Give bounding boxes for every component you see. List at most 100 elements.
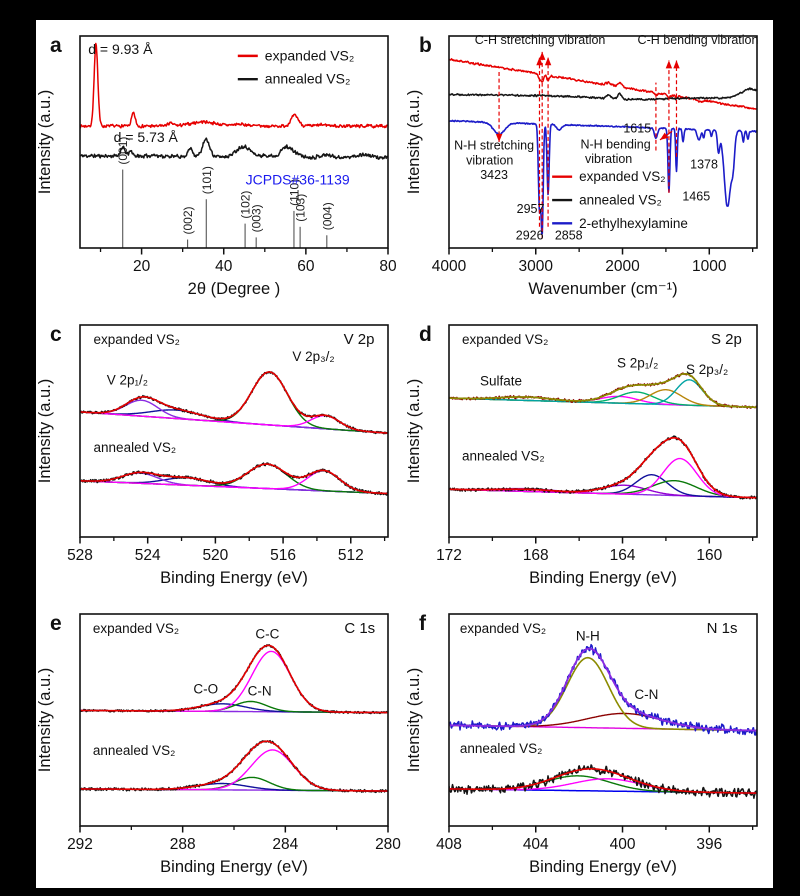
x-tick-label: 2000: [605, 258, 640, 275]
series-envelope-annealed: [80, 463, 388, 495]
annotation-text: d = 5.73 Å: [114, 129, 179, 145]
plot-frame: [79, 613, 389, 827]
stick-label: (003): [250, 204, 264, 232]
xps-s2p-chart-canvas: d 172 168 164 160 Binding Energy (eV) Intensit…: [405, 323, 758, 587]
reference-sticks: (001) (002) (101) (102)(003) (110)(103) (004): [116, 137, 334, 248]
x-tick-label: 288: [170, 836, 196, 853]
x-axis-label: Binding Energy (eV): [160, 858, 308, 876]
series-envelope-annealed: [449, 436, 757, 499]
annotation-text: 3423: [480, 168, 508, 182]
y-axis-label: Intensity (a.u.): [36, 379, 54, 484]
arrow-head: [495, 134, 503, 142]
arrow-head: [665, 60, 673, 69]
annotation-text: vibration: [466, 153, 513, 167]
x-tick-label: 3000: [519, 258, 554, 275]
series-group: [80, 644, 388, 794]
plot-frame: [448, 324, 758, 538]
annotation-text: expanded VS₂: [462, 332, 548, 347]
x-tick-label: 160: [696, 547, 722, 564]
annotation-text: C-O: [193, 682, 218, 697]
series-expanded-VS2-xrd: [80, 42, 388, 129]
panel-e-xps-c1s: e 292 288 284 280 Binding Energy (eV) Intensit…: [36, 598, 404, 887]
series-envelope-expanded: [80, 371, 388, 434]
panel-f-xps-n1s: f 408 404 400 396 Binding Energy (eV) Intensit…: [405, 598, 773, 887]
annotation-text: C-N: [248, 684, 272, 699]
x-axis-ticks: 528 524 520 516 512: [67, 537, 386, 564]
series-fit-V2p32-annealed: [80, 463, 388, 495]
y-axis-label: Intensity (a.u.): [36, 668, 54, 773]
annotation-text: annealed VS₂: [579, 193, 662, 208]
x-tick-label: 512: [338, 547, 364, 564]
x-axis-ticks: 20 40 60 80: [99, 248, 397, 275]
panel-b-ftir: b 4000 3000 2000 1000 Wavenumber (cm⁻¹) Intens…: [405, 20, 773, 309]
xps-c1s-chart-canvas: e 292 288 284 280 Binding Energy (eV) Intensit…: [36, 612, 401, 876]
annotation-text: 1465: [682, 189, 710, 203]
figure-paper: a (001) (002) (101) (102) (003) (110) (103) (004…: [36, 20, 773, 888]
plot-frame: [448, 613, 758, 827]
panel-letter: f: [419, 612, 427, 635]
annotation-text: S 2p₁/₂: [617, 355, 658, 370]
annotation-text: annealed VS₂: [265, 71, 351, 87]
x-tick-label: 516: [270, 547, 296, 564]
annotation-text: expanded VS₂: [579, 169, 665, 184]
annotation-text: JCPDS#36-1139: [246, 171, 350, 187]
panel-letter: a: [50, 34, 62, 57]
panel-c-xps-v2p: c 528 524 520 516 512 Binding Energy (eV) Inten…: [36, 309, 404, 598]
annotation-text: 2-ethylhexylamine: [579, 216, 688, 231]
xrd-chart-canvas: a (001) (002) (101) (102)(003) (110)(103) (004…: [36, 34, 397, 298]
panel-letter: d: [419, 323, 432, 346]
annotation-text: annealed VS₂: [93, 743, 176, 758]
annotation-text: C-N: [634, 687, 658, 702]
annotation-text: vibration: [585, 152, 632, 166]
x-axis-label: Wavenumber (cm⁻¹): [528, 280, 677, 298]
x-tick-label: 408: [436, 836, 462, 853]
annotation-text: Sulfate: [480, 373, 522, 388]
panel-d-xps-s2p: d 172 168 164 160 Binding Energy (eV) Intensit…: [405, 309, 773, 598]
series-envelope-expanded: [449, 647, 757, 732]
panel-letter: b: [419, 34, 432, 57]
annotation-text: d = 9.93 Å: [88, 41, 153, 57]
x-tick-label: 80: [379, 258, 397, 275]
annotation-text: C-C: [255, 626, 279, 641]
annotation-text: N-H bending: [580, 137, 650, 151]
annotation-text: expanded VS₂: [94, 332, 180, 347]
arrow-head: [660, 132, 669, 140]
xps-n1s-chart-canvas: f 408 404 400 396 Binding Energy (eV) Intensit…: [405, 612, 758, 876]
annotation-text: annealed VS₂: [94, 440, 177, 455]
x-tick-label: 168: [523, 547, 549, 564]
x-tick-label: 20: [133, 258, 151, 275]
arrow-head: [673, 60, 680, 69]
series-fit-NH-expanded: [449, 656, 757, 732]
x-tick-label: 60: [297, 258, 315, 275]
x-tick-label: 172: [436, 547, 462, 564]
x-tick-label: 284: [272, 836, 298, 853]
x-tick-label: 520: [202, 547, 228, 564]
annotation-text: C-H stretching vibration: [475, 33, 606, 47]
annotation-text: 1615: [623, 121, 651, 135]
x-axis-ticks: 4000 3000 2000 1000: [432, 248, 754, 275]
stick-label: (001): [116, 137, 130, 165]
x-tick-label: 292: [67, 836, 93, 853]
x-tick-label: 280: [375, 836, 401, 853]
x-axis-label: Binding Energy (eV): [529, 569, 677, 587]
annotation-text: N 1s: [707, 620, 738, 637]
series-group: [80, 371, 388, 496]
annotation-text: S 2p₃/₂: [686, 362, 728, 377]
annotation-text: 2957: [517, 202, 545, 216]
annotation-text: annealed VS₂: [460, 741, 543, 756]
stick-label: (102): [239, 191, 253, 219]
series-data-expanded: [449, 643, 757, 736]
plot-frame: [448, 35, 758, 249]
xps-v2p-chart-canvas: c 528 524 520 516 512 Binding Energy (eV) Inten…: [36, 323, 389, 587]
panel-letter: e: [50, 612, 62, 635]
x-axis-label: Binding Energy (eV): [529, 858, 677, 876]
annotation-text: C 1s: [344, 620, 375, 637]
series-group: [449, 643, 757, 799]
annotation-text: N-H stretching: [454, 138, 534, 152]
annotation-text: V 2p: [344, 331, 375, 348]
x-tick-label: 4000: [432, 258, 467, 275]
ftir-chart-canvas: b 4000 3000 2000 1000 Wavenumber (cm⁻¹) Intens…: [405, 33, 758, 298]
plot-frame: [79, 324, 389, 538]
series-group: [80, 42, 388, 160]
plot-frame: [79, 35, 389, 249]
